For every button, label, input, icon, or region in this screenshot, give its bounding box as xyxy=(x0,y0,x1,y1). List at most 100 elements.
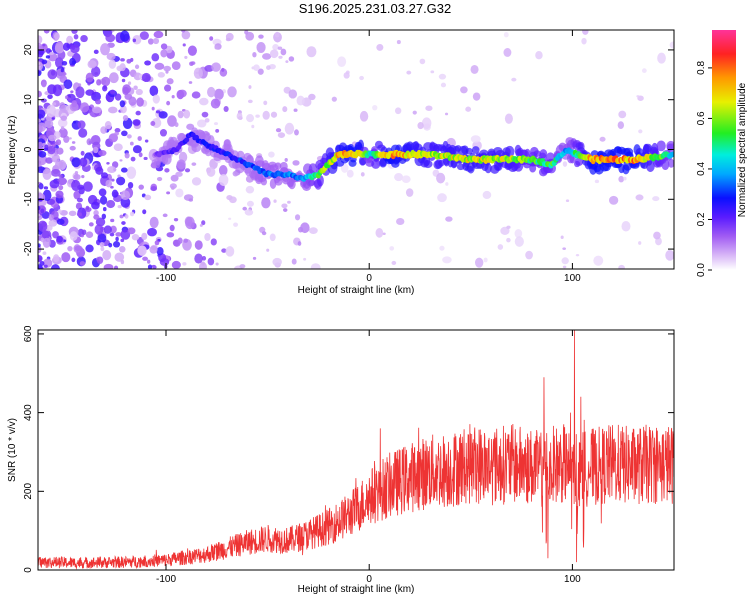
spectrogram-speckle xyxy=(184,168,191,173)
spectrogram-speckle xyxy=(117,174,121,178)
spectrogram-speckle xyxy=(100,246,105,252)
spectrogram-speckle xyxy=(85,244,94,253)
spectrogram-speckle xyxy=(394,173,404,182)
spectrogram-speckle xyxy=(105,95,111,101)
spectrogram-speckle xyxy=(121,221,126,225)
spectrogram-speckle xyxy=(73,120,77,124)
spectrogram-speckle xyxy=(71,30,78,34)
spectrogram-speckle xyxy=(79,157,88,167)
spectrogram-speckle xyxy=(112,241,121,248)
spectrogram-ridge-halo xyxy=(661,158,670,170)
spectrogram-speckle xyxy=(85,231,94,239)
spectrogram-speckle xyxy=(38,49,44,58)
spectrogram-speckle xyxy=(483,257,488,263)
spectrogram-speckle xyxy=(166,100,171,106)
spectrogram-speckle xyxy=(405,188,414,197)
spectrogram-speckle xyxy=(119,100,126,108)
spectrogram-speckle xyxy=(166,191,171,195)
spectrogram-ridge-halo xyxy=(484,163,492,174)
spectrogram-speckle xyxy=(306,46,317,58)
spectrogram-speckle xyxy=(53,254,60,263)
spectrogram-speckle xyxy=(245,185,255,194)
spectrogram-speckle xyxy=(47,69,58,80)
spectrogram-y-label: Frequency (Hz) xyxy=(7,116,18,185)
spectrogram-speckle xyxy=(95,217,106,227)
spectrogram-speckle xyxy=(42,44,46,47)
spectrogram-speckle xyxy=(204,118,210,123)
spectrogram-speckle xyxy=(134,64,140,69)
spectrogram-speckle xyxy=(129,141,134,146)
spectrogram-speckle xyxy=(182,262,187,266)
spectrogram-speckle xyxy=(214,88,224,100)
spectrogram-speckle xyxy=(281,203,288,209)
spectrogram-speckle xyxy=(511,77,517,82)
spectrogram-speckle xyxy=(149,85,159,97)
spectrogram-speckle xyxy=(77,120,86,129)
spectrogram-speckle xyxy=(122,114,129,121)
spectrogram-ridge-core xyxy=(184,137,190,143)
spectrogram-speckle xyxy=(95,166,104,175)
spectrogram-speckle xyxy=(93,210,99,216)
spectrogram-speckle xyxy=(149,245,158,254)
spectrogram-speckle xyxy=(669,41,674,49)
spectrogram-speckle xyxy=(201,111,209,118)
y-tick-label: 200 xyxy=(23,483,34,500)
spectrogram-speckle xyxy=(124,214,129,219)
spectrogram-speckle xyxy=(389,246,395,251)
spectrogram-speckle xyxy=(71,157,81,168)
spectrogram-speckle xyxy=(285,60,289,63)
spectrogram-speckle xyxy=(256,41,266,53)
spectrogram-speckle xyxy=(184,55,188,59)
spectrogram-speckle xyxy=(188,198,194,202)
spectrogram-speckle xyxy=(292,160,300,166)
spectrogram-speckle xyxy=(102,85,108,92)
spectrogram-speckle xyxy=(48,134,57,142)
spectrogram-speckle xyxy=(111,178,115,182)
spectrogram-speckle xyxy=(143,156,148,160)
colorbar-tick-label: 0.4 xyxy=(696,162,707,176)
spectrogram-speckle xyxy=(171,260,181,269)
spectrogram-speckle xyxy=(150,121,156,126)
spectrogram-speckle xyxy=(191,91,201,99)
spectrogram-speckle xyxy=(101,213,107,220)
spectrogram-speckle xyxy=(396,217,405,225)
spectrogram-speckle xyxy=(207,257,215,266)
spectrogram-speckle xyxy=(56,147,64,155)
spectrogram-speckle xyxy=(376,43,384,51)
spectrogram-speckle xyxy=(581,37,587,45)
spectrogram-speckle xyxy=(131,234,140,241)
spectrogram-speckle xyxy=(503,32,509,38)
spectrogram-speckle xyxy=(201,256,207,261)
spectrogram-speckle xyxy=(472,92,481,101)
spectrogram-speckle xyxy=(132,119,141,126)
spectrogram-speckle xyxy=(93,49,99,55)
spectrogram-speckle xyxy=(153,30,164,39)
spectrogram-speckle xyxy=(102,249,112,261)
spectrogram-speckle xyxy=(181,30,191,40)
x-tick-label: 100 xyxy=(564,574,581,585)
spectrogram-speckle xyxy=(382,232,386,236)
spectrogram-speckle xyxy=(255,114,260,118)
spectrogram-speckle xyxy=(58,128,68,138)
spectrogram-speckle xyxy=(137,136,142,142)
spectrogram-speckle xyxy=(67,97,72,101)
spectrogram-speckle xyxy=(437,193,447,203)
spectrogram-speckle xyxy=(104,121,112,130)
spectrogram-speckle xyxy=(261,231,267,236)
snr-y-ticks: 0 200 400 600 xyxy=(23,325,674,573)
x-tick-label: -100 xyxy=(156,574,176,585)
spectrogram-speckle xyxy=(291,258,297,265)
spectrogram-speckle xyxy=(204,232,211,242)
spectrogram-speckle xyxy=(638,241,642,245)
spectrogram-speckle xyxy=(109,72,119,84)
spectrogram-speckle xyxy=(43,30,50,34)
spectrogram-speckle xyxy=(94,224,104,235)
spectrogram-speckle xyxy=(60,115,68,121)
spectrogram-speckle xyxy=(245,31,255,41)
spectrogram-speckle xyxy=(109,232,115,237)
x-tick-label: 0 xyxy=(366,574,372,585)
spectrogram-speckle xyxy=(525,250,533,260)
spectrogram-speckle xyxy=(85,89,95,96)
spectrogram-speckle xyxy=(210,98,221,109)
spectrogram-x-ticks: -100 0 100 xyxy=(156,30,581,284)
